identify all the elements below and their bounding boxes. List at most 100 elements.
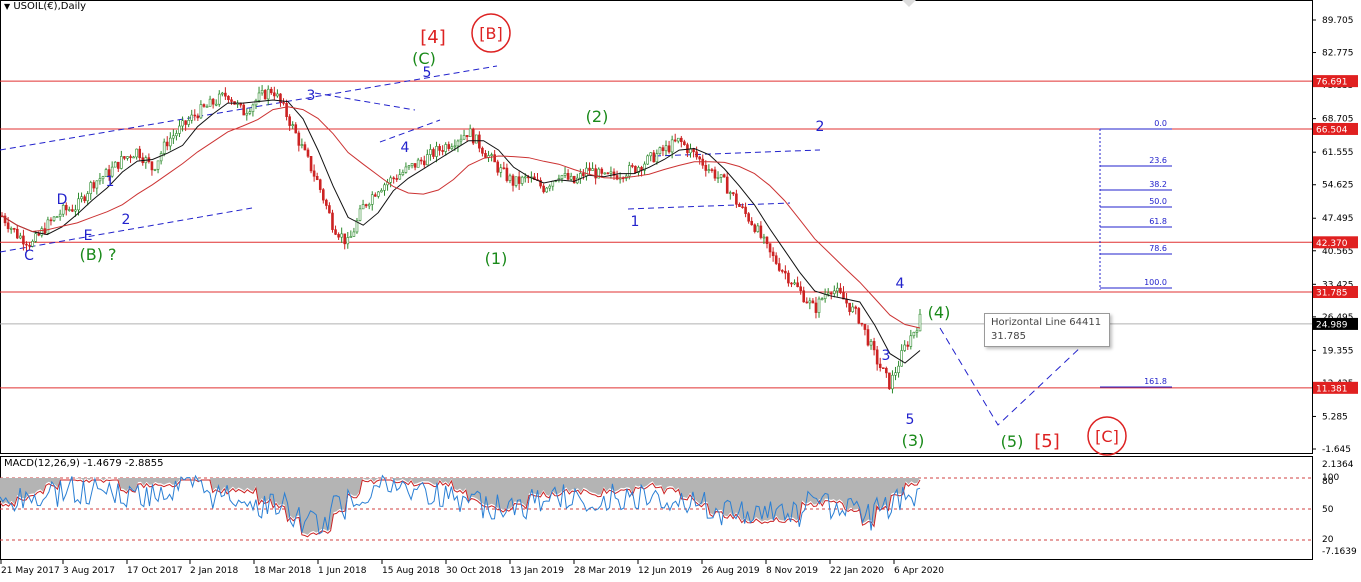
upper-channel-line — [0, 65, 498, 151]
candle-body — [462, 135, 466, 140]
candle-body — [315, 176, 319, 181]
candle-body — [805, 301, 809, 304]
candle-body — [343, 233, 347, 245]
candle-body — [652, 152, 656, 163]
candle-body — [670, 139, 674, 153]
candle-body — [297, 132, 301, 146]
candle-body — [321, 189, 325, 201]
candle-body — [888, 372, 891, 390]
candle-body — [413, 163, 417, 168]
fib-level-label: 38.2 — [1149, 180, 1167, 189]
fib-level-label: 23.6 — [1149, 156, 1167, 165]
candle-body — [150, 161, 154, 171]
candle-body — [242, 104, 246, 116]
candle-body — [777, 263, 781, 271]
y-tick-label: 19.355 — [1322, 346, 1354, 356]
candle-body — [508, 175, 512, 181]
candle-body — [205, 106, 209, 108]
candle-body — [89, 182, 93, 194]
candle-body — [836, 287, 839, 292]
candle-body — [732, 192, 735, 195]
candle-body — [211, 98, 215, 105]
candle-body — [159, 153, 163, 162]
candle-body — [227, 95, 230, 100]
y-tick-label: 40.565 — [1322, 247, 1354, 257]
x-tick-label: 28 Mar 2019 — [574, 566, 631, 576]
candle-body — [634, 165, 637, 173]
candle-body — [285, 103, 288, 118]
candle-body — [419, 159, 423, 162]
candle-body — [263, 90, 267, 100]
chart-title: ▼ USOIL(€),Daily — [4, 1, 86, 12]
candle-body — [826, 292, 830, 295]
candle-body — [468, 128, 472, 137]
candle-body — [664, 145, 668, 152]
fib-level-label: 50.0 — [1149, 197, 1167, 206]
wave-label-green: (2) — [586, 107, 609, 126]
candle-body — [49, 219, 53, 222]
candle-body — [649, 152, 653, 157]
candle-body — [465, 135, 469, 137]
wave-label-red: [4] — [420, 27, 446, 48]
candle-body — [854, 306, 858, 309]
candle-body — [202, 104, 206, 107]
candle-body — [331, 212, 334, 230]
candle-body — [288, 116, 291, 126]
candle-body — [594, 168, 597, 179]
projection-path — [939, 327, 1083, 426]
y-tick-label: 68.705 — [1322, 115, 1354, 125]
candle-body — [683, 141, 686, 146]
x-tick-label: 17 Oct 2017 — [127, 566, 183, 576]
candle-body — [361, 204, 365, 210]
main-panel-frame — [0, 0, 1313, 454]
candle-body — [101, 176, 105, 180]
candle-body — [279, 93, 282, 103]
candle-body — [474, 134, 478, 144]
candle-body — [768, 243, 772, 253]
triangle-down-icon[interactable]: ▼ — [4, 2, 11, 11]
candle-body — [585, 167, 588, 177]
candle-body — [135, 148, 138, 158]
y-tick-label: 5.285 — [1322, 412, 1348, 422]
fibonacci-retracement: 0.0 23.6 38.2 50.0 61.8 78.6 100.0 161.8 — [1099, 119, 1172, 388]
candle-body — [793, 282, 796, 285]
candle-body — [334, 229, 337, 235]
candle-body — [496, 161, 500, 173]
candle-body — [692, 148, 695, 153]
candle-body — [162, 141, 166, 154]
candle-body — [257, 92, 261, 101]
candle-body — [92, 182, 96, 189]
candle-body — [107, 169, 111, 177]
candle-body — [909, 335, 913, 347]
fib-level-label: 78.6 — [1149, 244, 1167, 253]
wave-label-blue: 2 — [122, 212, 131, 228]
candle-body — [891, 374, 894, 390]
candle-body — [273, 92, 276, 97]
candle-body — [374, 194, 377, 197]
candle-body — [306, 149, 310, 157]
candle-body — [906, 344, 910, 347]
slow-ma-line — [1, 106, 921, 329]
candle-body — [380, 190, 383, 193]
x-tick-label: 15 Aug 2018 — [382, 566, 440, 576]
candle-body — [153, 168, 157, 171]
candle-body — [113, 161, 117, 168]
candle-body — [735, 193, 738, 205]
candle-body — [352, 231, 356, 237]
candle-body — [548, 185, 552, 189]
candle-body — [43, 228, 47, 234]
candle-body — [291, 124, 295, 126]
candle-body — [676, 137, 680, 142]
candle-body — [325, 199, 328, 206]
candle-body — [661, 147, 665, 152]
candle-body — [34, 233, 37, 242]
x-tick-label: 8 Nov 2019 — [766, 566, 818, 576]
candle-body — [312, 170, 316, 177]
x-tick-label: 1 Jun 2018 — [318, 566, 367, 576]
candle-body — [282, 101, 285, 104]
candle-body — [447, 144, 451, 149]
price-tag — [1313, 381, 1358, 394]
candle-body — [811, 300, 815, 304]
candle-body — [753, 224, 757, 232]
